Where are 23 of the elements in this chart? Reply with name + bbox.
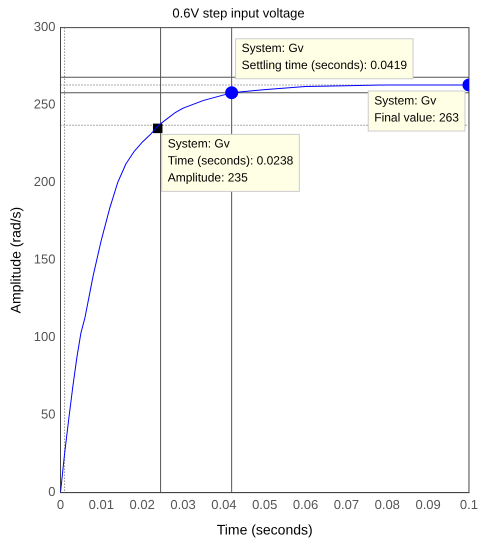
x-tick-label: 0.08 (374, 496, 400, 512)
chart-title: 0.6V step input voltage (172, 5, 305, 20)
x-axis-title: Time (seconds) (216, 521, 313, 538)
x-tick-label: 0.07 (334, 496, 360, 512)
y-axis-title: Amplitude (rad/s) (7, 206, 24, 314)
annotation: System: Gv Final value: 263 (374, 93, 460, 124)
x-tick-label: 0.04 (211, 496, 237, 512)
x-tick-label: 0.01 (88, 496, 114, 512)
annotation: System: Gv Time (seconds): 0.0238 Amplitude: 235 (168, 136, 294, 185)
x-tick-label: 0.03 (170, 496, 196, 512)
x-tick-label: 0.02 (130, 496, 155, 512)
y-tick-label: 100 (34, 329, 56, 344)
y-tick-label: 50 (41, 406, 56, 422)
y-tick-label: 200 (34, 174, 56, 190)
x-tick-label: 0.1 (460, 496, 478, 512)
annotation: System: Gv Settling time (seconds): 0.0419 (242, 41, 408, 72)
y-tick-label: 0 (48, 484, 56, 500)
x-tick-label: 0.09 (415, 496, 441, 512)
y-tick-label: 150 (34, 252, 56, 267)
y-tick-label: 250 (34, 96, 56, 112)
y-tick-label: 300 (34, 19, 56, 34)
x-tick-label: 0.05 (252, 496, 278, 512)
x-tick-label: 0.06 (292, 496, 318, 512)
